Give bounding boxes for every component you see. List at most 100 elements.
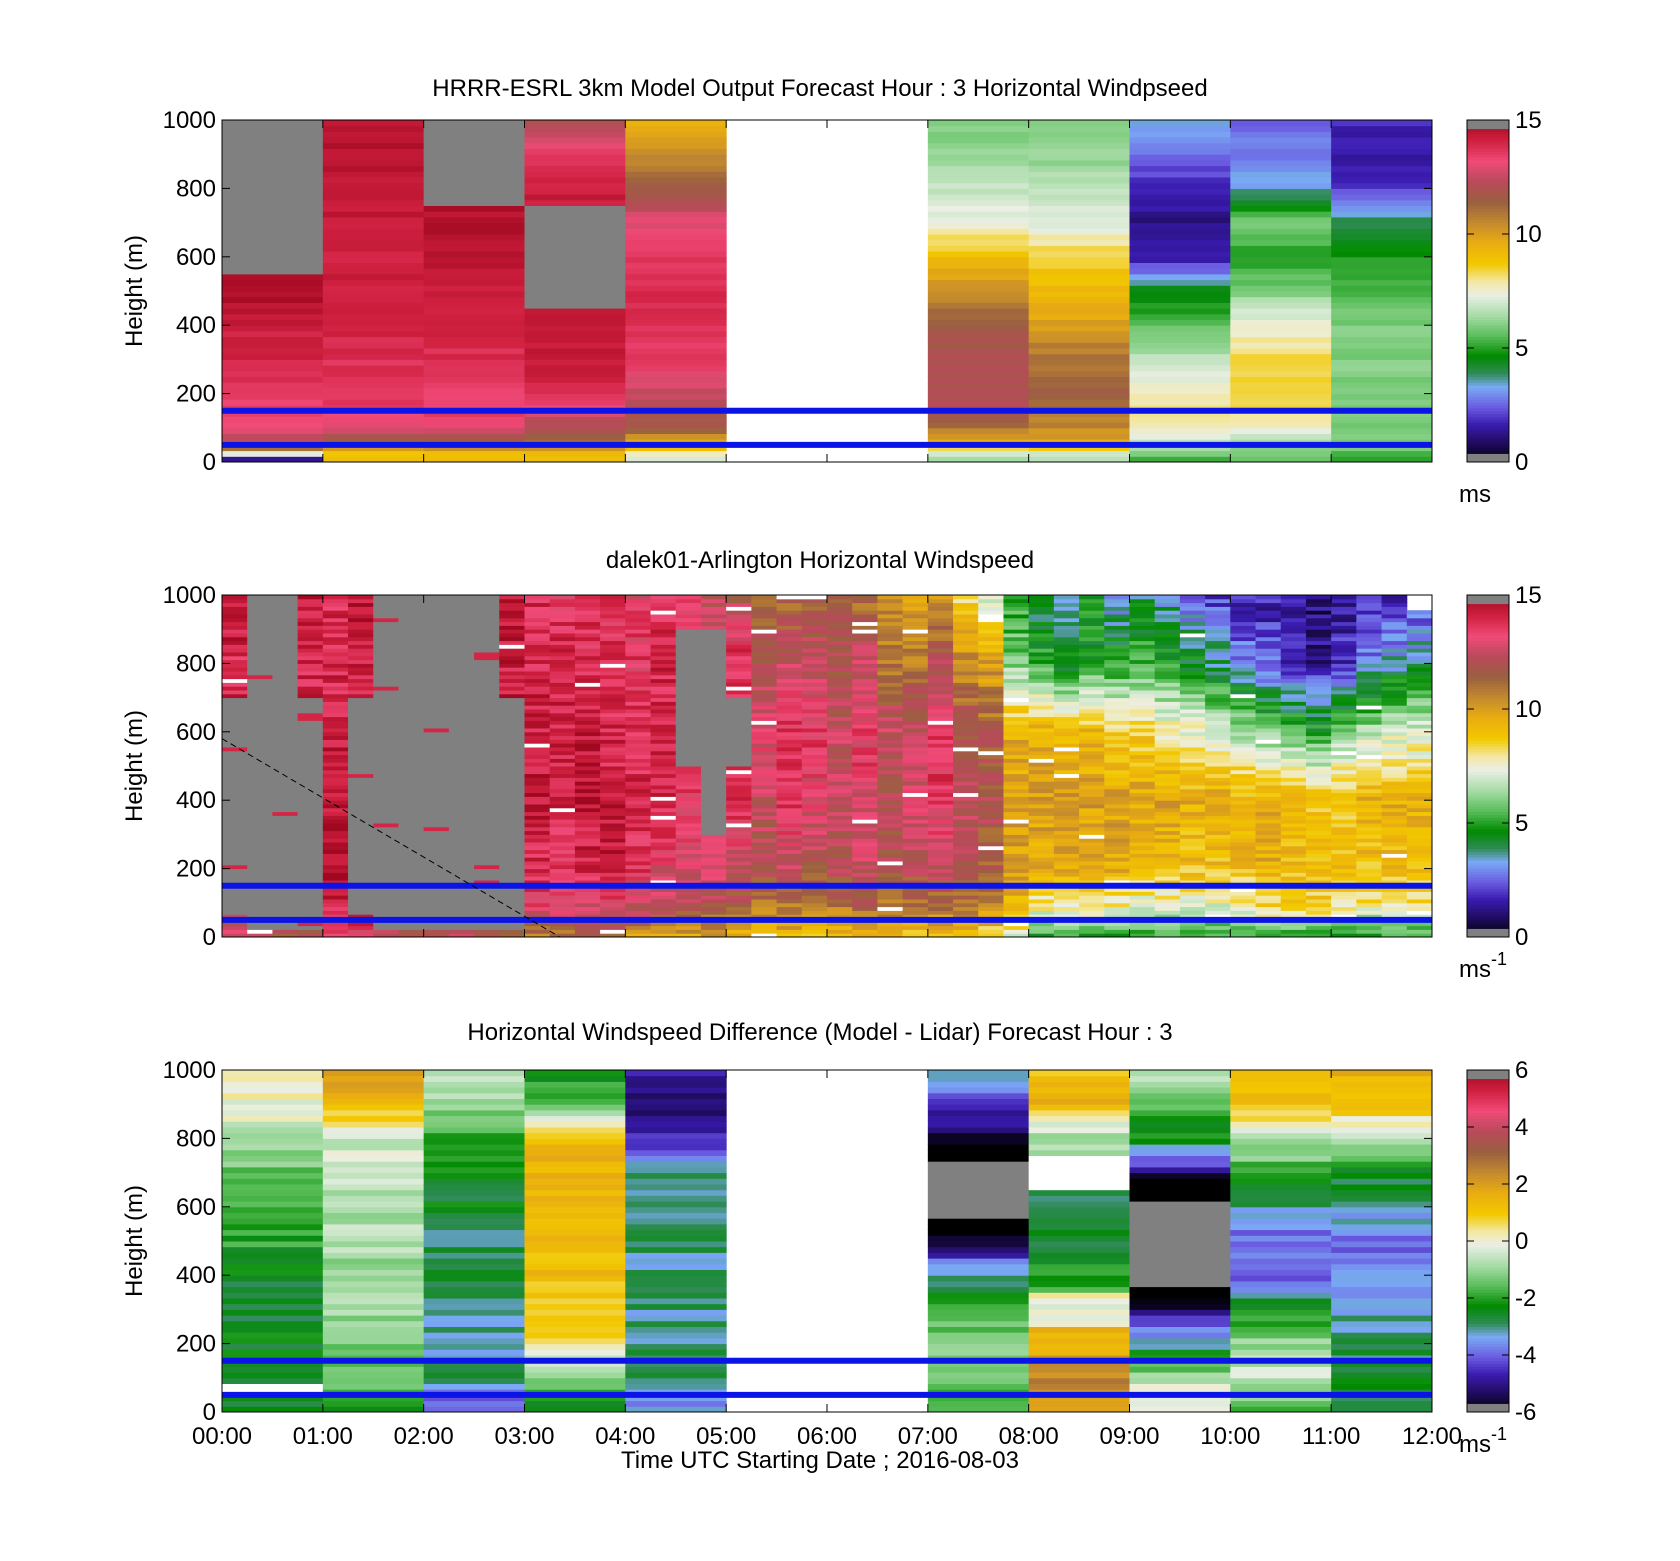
heatmap-cell [1280, 652, 1307, 657]
heatmap-cell [1179, 728, 1206, 733]
heatmap-cell [373, 750, 399, 756]
heatmap-cell [650, 933, 677, 938]
heatmap-cell [524, 925, 551, 930]
heatmap-cell [1255, 716, 1282, 721]
heatmap-cell [953, 857, 979, 862]
heatmap-cell [1028, 342, 1130, 349]
heatmap-cell [1129, 712, 1156, 718]
heatmap-cell [1356, 902, 1383, 908]
heatmap-cell [247, 750, 273, 756]
heatmap-cell [322, 606, 349, 611]
heatmap-cell [877, 686, 904, 691]
heatmap-cell [625, 849, 652, 854]
heatmap-cell [1028, 159, 1130, 167]
heatmap-cell [1179, 606, 1206, 611]
heatmap-cell [650, 712, 677, 718]
heatmap-cell [1305, 644, 1332, 649]
heatmap-cell [1331, 682, 1357, 687]
heatmap-cell [1280, 602, 1307, 607]
heatmap-cell [927, 142, 1030, 149]
heatmap-cell [700, 754, 727, 759]
heatmap-cell [524, 663, 551, 668]
heatmap-cell [751, 682, 778, 687]
heatmap-cell [1230, 777, 1257, 782]
heatmap-cell [474, 921, 500, 927]
heatmap-cell [1230, 842, 1257, 847]
colorbar-swatch [1467, 442, 1509, 446]
heatmap-cell [852, 610, 878, 615]
heatmap-cell [448, 678, 475, 683]
heatmap-cell [398, 621, 425, 626]
heatmap-cell [1205, 823, 1231, 828]
heatmap-cell [650, 796, 677, 801]
heatmap-cell [650, 834, 677, 839]
heatmap-cell [700, 606, 727, 611]
heatmap-cell [549, 788, 576, 794]
heatmap-cell [1028, 595, 1055, 600]
heatmap-cell [297, 811, 324, 816]
heatmap-cell [625, 610, 652, 615]
heatmap-cell [650, 659, 677, 664]
heatmap-cell [852, 633, 878, 638]
heatmap-cell [549, 652, 576, 657]
heatmap-cell [1129, 636, 1156, 642]
heatmap-cell [1104, 629, 1130, 634]
heatmap-cell [524, 690, 551, 695]
heatmap-cell [827, 891, 853, 896]
heatmap-cell [776, 697, 803, 702]
heatmap-cell [297, 617, 324, 623]
colorbar-swatch [1467, 282, 1509, 286]
heatmap-cell [1230, 606, 1257, 611]
heatmap-cell [625, 188, 727, 195]
heatmap-cell [423, 251, 525, 258]
heatmap-cell [222, 910, 248, 915]
heatmap-cell [927, 701, 954, 706]
heatmap-cell [1205, 933, 1231, 938]
heatmap-cell [549, 614, 576, 619]
heatmap-cell [1331, 359, 1433, 366]
heatmap-cell [348, 747, 374, 752]
heatmap-cell [1154, 823, 1181, 828]
heatmap-cell [1230, 268, 1332, 275]
heatmap-cell [574, 876, 601, 881]
heatmap-cell [549, 864, 576, 870]
heatmap-cell [1381, 796, 1408, 801]
colorbar-swatch [1467, 139, 1509, 144]
heatmap-cell [448, 849, 475, 854]
heatmap-cell [776, 830, 803, 835]
heatmap-cell [222, 410, 324, 417]
heatmap-cell [524, 754, 551, 759]
heatmap-cell [1205, 731, 1231, 737]
heatmap-cell [1331, 268, 1433, 275]
heatmap-cell [448, 652, 475, 657]
heatmap-cell [1104, 655, 1130, 661]
heatmap-cell [650, 747, 677, 752]
heatmap-cell [1053, 731, 1080, 737]
heatmap-cell [1255, 606, 1282, 611]
heatmap-cell [1129, 148, 1231, 155]
heatmap-cell [524, 296, 626, 303]
heatmap-cell [600, 838, 626, 843]
colorbar-swatch [1467, 405, 1509, 409]
heatmap-cell [549, 701, 576, 706]
heatmap-cell [927, 864, 954, 870]
heatmap-cell [978, 595, 1004, 600]
heatmap-cell [222, 739, 248, 744]
heatmap-cell [373, 735, 399, 740]
heatmap-cell [1255, 667, 1282, 672]
heatmap-cell [247, 807, 273, 813]
heatmap-cell [474, 720, 500, 725]
heatmap-cell [927, 211, 1030, 218]
heatmap-cell [927, 194, 1030, 201]
heatmap-cell [222, 239, 324, 246]
heatmap-cell [322, 804, 349, 809]
heatmap-cell [524, 857, 551, 862]
heatmap-cell [1104, 895, 1130, 900]
heatmap-cell [1104, 838, 1130, 843]
heatmap-cell [1230, 308, 1332, 315]
heatmap-cell [625, 296, 727, 303]
heatmap-cell [322, 410, 425, 417]
heatmap-cell [726, 899, 752, 904]
heatmap-cell [953, 777, 979, 782]
heatmap-cell [247, 766, 273, 771]
